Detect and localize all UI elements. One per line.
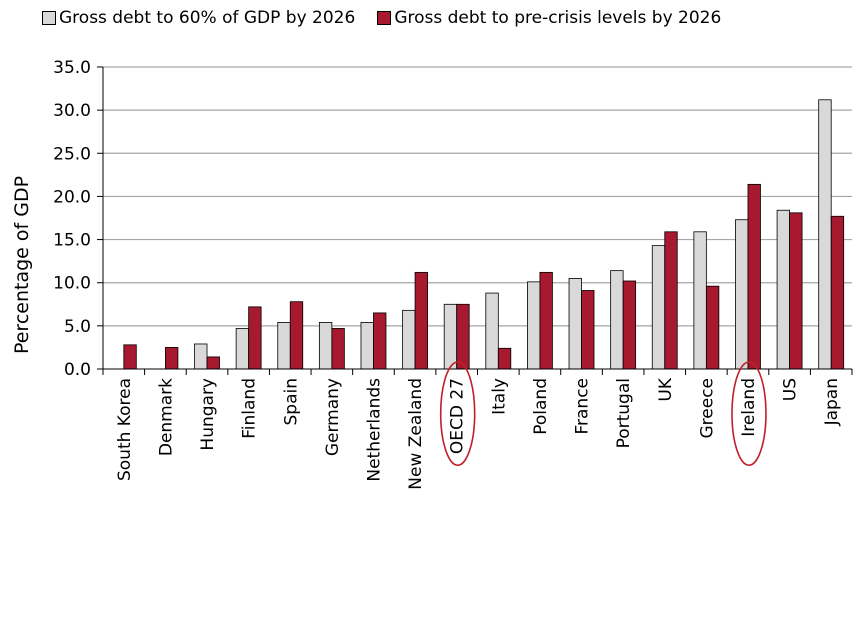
bar-60pct-gdp	[485, 292, 499, 370]
x-tick-label: Portugal	[614, 378, 634, 448]
bar-pre-crisis	[373, 312, 387, 370]
bar-60pct-gdp	[818, 99, 832, 370]
legend-label-series-2: Gross debt to pre-crisis levels by 2026	[394, 8, 722, 28]
legend-item-series-1: Gross debt to 60% of GDP by 2026	[42, 8, 355, 28]
highlight-ellipse	[731, 361, 767, 466]
bar-pre-crisis	[789, 212, 803, 370]
x-tick-label: Japan	[822, 378, 842, 426]
x-tick-label: Denmark	[156, 378, 176, 456]
x-tick-label: UK	[656, 377, 676, 401]
x-tick-label: France	[573, 378, 593, 435]
bars	[123, 99, 845, 370]
y-tick-label: 20.0	[53, 187, 91, 207]
bar-pre-crisis	[664, 231, 678, 370]
y-tick-label: 15.0	[53, 231, 91, 251]
bar-60pct-gdp	[443, 303, 458, 370]
x-tick-label: New Zealand	[406, 378, 426, 490]
x-tick-label: OECD 27	[448, 378, 468, 454]
bar-pre-crisis	[497, 347, 512, 370]
x-tick-label: Greece	[697, 378, 717, 439]
bar-60pct-gdp	[651, 245, 666, 370]
x-tick-label: Spain	[281, 378, 301, 426]
gridlines	[103, 66, 852, 327]
bar-60pct-gdp	[360, 322, 374, 370]
bar-pre-crisis	[248, 306, 262, 370]
bar-pre-crisis	[414, 271, 428, 370]
legend-label-series-1: Gross debt to 60% of GDP by 2026	[59, 8, 356, 28]
bar-pre-crisis	[581, 290, 595, 370]
bar-pre-crisis	[456, 303, 470, 370]
x-tick-label: Hungary	[198, 378, 218, 451]
y-tick-label: 35.0	[53, 58, 91, 78]
y-tick-label: 30.0	[53, 101, 91, 121]
bar-60pct-gdp	[735, 219, 749, 370]
bar-60pct-gdp	[693, 231, 707, 370]
y-tick-label: 5.0	[64, 317, 91, 337]
bar-pre-crisis	[289, 301, 304, 370]
x-tick-label: Germany	[323, 378, 343, 456]
y-tick-label: 0.0	[64, 360, 91, 380]
x-tick-label: South Korea	[115, 378, 135, 481]
bar-60pct-gdp	[318, 322, 333, 370]
x-tick-label: Netherlands	[364, 378, 384, 482]
bar-pre-crisis	[830, 215, 845, 370]
x-tick-label: US	[781, 378, 801, 401]
bar-60pct-gdp	[402, 309, 416, 370]
bar-60pct-gdp	[194, 343, 208, 370]
bar-60pct-gdp	[568, 277, 582, 370]
x-tick-label: Ireland	[739, 378, 759, 437]
bar-pre-crisis	[123, 344, 137, 370]
bar-pre-crisis	[747, 183, 761, 370]
bar-pre-crisis	[206, 356, 220, 370]
legend: Gross debt to 60% of GDP by 2026 Gross d…	[42, 8, 721, 28]
y-tick-label: 25.0	[53, 144, 91, 164]
y-tick-label: 10.0	[53, 274, 91, 294]
bar-60pct-gdp	[235, 328, 250, 370]
x-tick-label: Poland	[531, 378, 551, 435]
bar-pre-crisis	[705, 285, 720, 370]
legend-swatch-series-2	[377, 11, 392, 25]
legend-swatch-series-1	[42, 11, 56, 25]
y-axis-title: Percentage of GDP	[11, 176, 33, 354]
bar-60pct-gdp	[610, 270, 624, 370]
highlight-ellipse	[439, 361, 476, 466]
bar-pre-crisis	[165, 347, 179, 370]
bar-pre-crisis	[622, 280, 637, 370]
bar-60pct-gdp	[277, 322, 291, 370]
tick-labels: 0.0 5.0 10.0 15.0 20.0 25.0 30.0 35.0 South Kore…	[53, 58, 842, 490]
axes	[97, 66, 853, 375]
bar-60pct-gdp	[527, 281, 541, 370]
bar-pre-crisis	[539, 271, 553, 370]
bar-60pct-gdp	[776, 209, 790, 370]
x-tick-label: Italy	[489, 378, 509, 415]
x-tick-label: Finland	[240, 378, 260, 439]
bar-pre-crisis	[331, 328, 345, 370]
legend-item-series-2: Gross debt to pre-crisis levels by 2026	[377, 8, 721, 28]
